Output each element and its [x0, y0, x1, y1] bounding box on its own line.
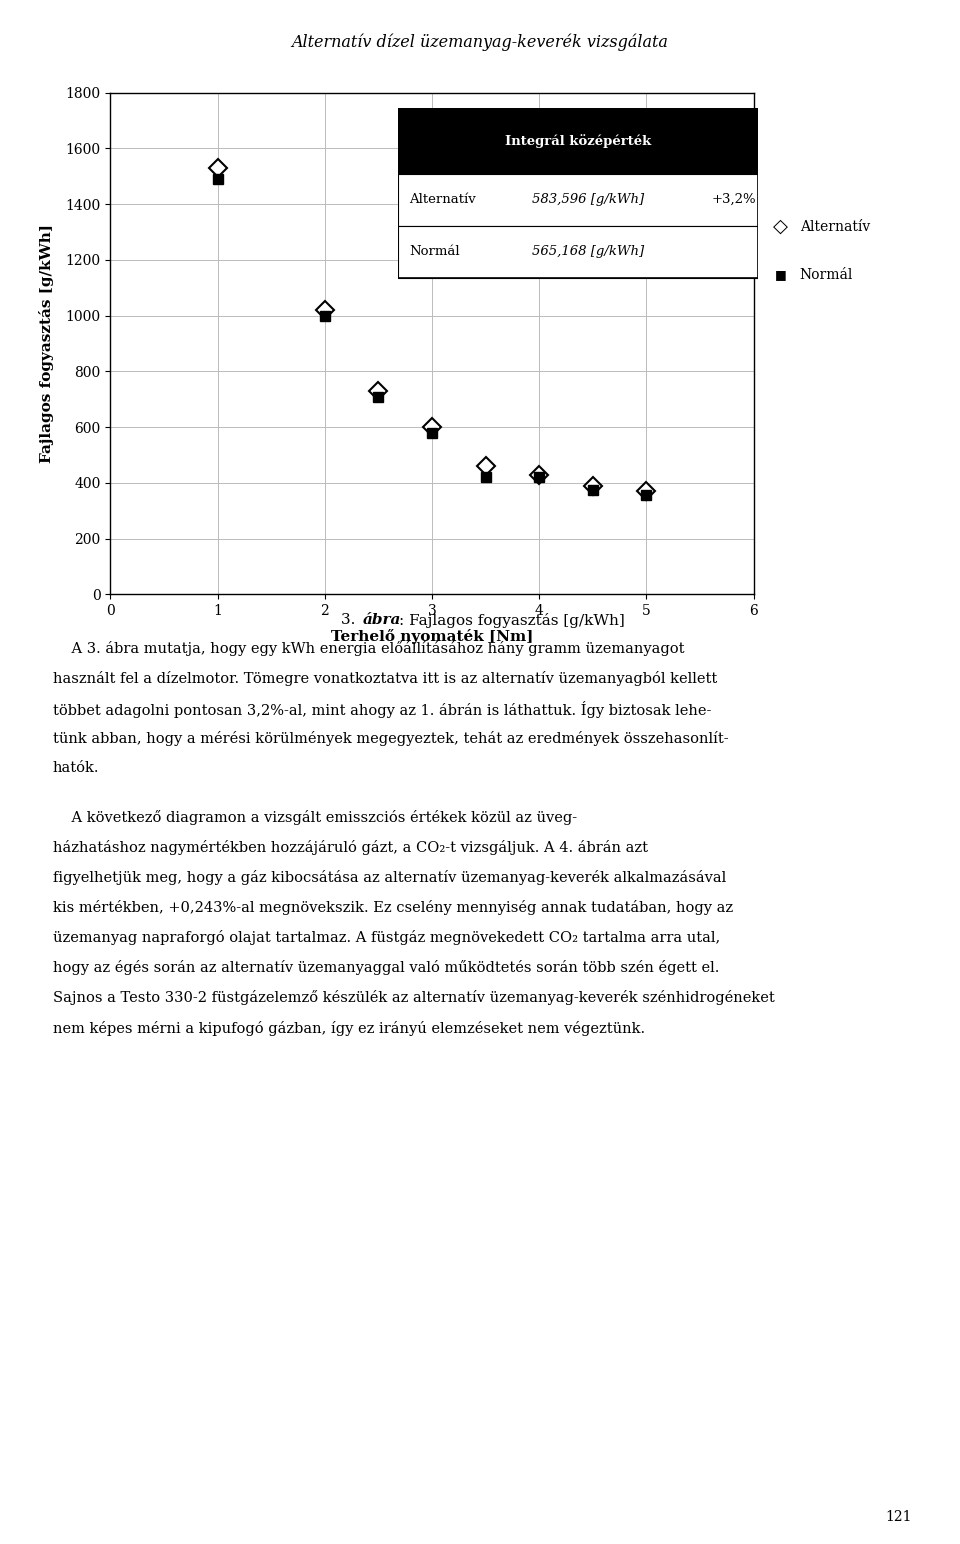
Text: kis mértékben, +0,243%-al megnövekszik. Ez cselény mennyiség annak tudatában, ho: kis mértékben, +0,243%-al megnövekszik. …	[53, 900, 732, 916]
Text: Integrál középérték: Integrál középérték	[505, 134, 652, 148]
Bar	[398, 174, 758, 225]
Text: ábra: ábra	[363, 613, 401, 627]
Text: Alternatív: Alternatív	[409, 193, 476, 207]
Text: 583,596 [g/kWh]: 583,596 [g/kWh]	[532, 193, 644, 207]
Text: Normál: Normál	[409, 245, 460, 258]
Text: Alternatív: Alternatív	[800, 219, 870, 235]
X-axis label: Terhelő nyomaték [Nm]: Terhelő nyomaték [Nm]	[331, 630, 533, 644]
Text: Sajnos a Testo 330-2 füstgázelemző készülék az alternatív üzemanyag-keverék szén: Sajnos a Testo 330-2 füstgázelemző készü…	[53, 991, 775, 1005]
Text: 3.: 3.	[341, 613, 360, 627]
Text: üzemanyag napraforgó olajat tartalmaz. A füstgáz megnövekedett CO₂ tartalma arra: üzemanyag napraforgó olajat tartalmaz. A…	[53, 929, 720, 945]
Text: többet adagolni pontosan 3,2%-al, mint ahogy az 1. ábrán is láthattuk. Így bizto: többet adagolni pontosan 3,2%-al, mint a…	[53, 701, 711, 718]
Bar	[398, 225, 758, 278]
Text: : Fajlagos fogyasztás [g/kWh]: : Fajlagos fogyasztás [g/kWh]	[399, 613, 625, 628]
Text: hatók.: hatók.	[53, 761, 99, 775]
Text: nem képes mérni a kipufogó gázban, így ez irányú elemzéseket nem végeztünk.: nem képes mérni a kipufogó gázban, így e…	[53, 1021, 645, 1036]
Text: 565,168 [g/kWh]: 565,168 [g/kWh]	[532, 245, 644, 258]
Text: A 3. ábra mutatja, hogy egy kWh energia előállításához hány gramm üzemanyagot: A 3. ábra mutatja, hogy egy kWh energia …	[53, 641, 684, 656]
Text: házhatáshoz nagymértékben hozzájáruló gázt, a CO₂-t vizsgáljuk. A 4. ábrán azt: házhatáshoz nagymértékben hozzájáruló gá…	[53, 840, 648, 855]
Text: használt fel a dízelmotor. Tömegre vonatkoztatva itt is az alternatív üzemanyagb: használt fel a dízelmotor. Tömegre vonat…	[53, 670, 717, 686]
Text: hogy az égés során az alternatív üzemanyaggal való működtetés során több szén ég: hogy az égés során az alternatív üzemany…	[53, 960, 719, 976]
Bar	[398, 108, 758, 174]
Text: ■: ■	[775, 269, 786, 281]
Y-axis label: Fajlagos fogyasztás [g/kWh]: Fajlagos fogyasztás [g/kWh]	[39, 224, 55, 463]
Text: ◇: ◇	[773, 218, 788, 236]
Text: A következő diagramon a vizsgált emisszciós értékek közül az üveg-: A következő diagramon a vizsgált emisszc…	[53, 809, 577, 824]
Text: +3,2%: +3,2%	[711, 193, 756, 207]
Text: figyelhetjük meg, hogy a gáz kibocsátása az alternatív üzemanyag-keverék alkalma: figyelhetjük meg, hogy a gáz kibocsátása…	[53, 871, 726, 885]
Text: 121: 121	[885, 1510, 912, 1524]
Text: tünk abban, hogy a mérési körülmények megegyeztek, tehát az eredmények összehaso: tünk abban, hogy a mérési körülmények me…	[53, 732, 729, 746]
Text: Alternatív dízel üzemanyag-keverék vizsgálata: Alternatív dízel üzemanyag-keverék vizsg…	[292, 34, 668, 51]
Text: Normál: Normál	[800, 267, 853, 283]
